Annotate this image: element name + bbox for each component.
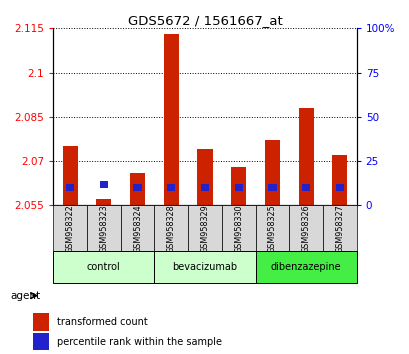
Text: transformed count: transformed count xyxy=(57,317,148,327)
Bar xyxy=(264,141,279,205)
Bar xyxy=(33,313,49,331)
Bar xyxy=(63,146,78,205)
Bar xyxy=(197,149,212,205)
Bar xyxy=(289,205,322,251)
Bar xyxy=(96,199,111,205)
Bar xyxy=(99,181,108,188)
Bar xyxy=(87,205,120,251)
Text: percentile rank within the sample: percentile rank within the sample xyxy=(57,337,222,347)
Text: dibenzazepine: dibenzazepine xyxy=(270,262,341,272)
Bar xyxy=(130,173,145,205)
Bar xyxy=(255,251,356,283)
Text: agent: agent xyxy=(11,291,41,301)
Bar xyxy=(154,251,255,283)
Text: GSM958325: GSM958325 xyxy=(267,204,276,253)
Bar xyxy=(200,184,209,191)
Bar xyxy=(301,184,310,191)
Bar xyxy=(267,184,276,191)
Text: control: control xyxy=(87,262,120,272)
Bar xyxy=(231,167,246,205)
Bar xyxy=(33,333,49,350)
Bar xyxy=(255,205,289,251)
Bar xyxy=(163,34,178,205)
Bar xyxy=(335,184,343,191)
Text: GSM958328: GSM958328 xyxy=(166,204,175,253)
Bar xyxy=(298,108,313,205)
Text: GSM958326: GSM958326 xyxy=(301,204,310,253)
Bar xyxy=(154,205,188,251)
Bar xyxy=(120,205,154,251)
Bar xyxy=(188,205,221,251)
Bar xyxy=(331,155,346,205)
Bar xyxy=(322,205,356,251)
Bar xyxy=(234,184,242,191)
Bar xyxy=(133,184,142,191)
Text: GSM958324: GSM958324 xyxy=(133,204,142,253)
Text: GSM958327: GSM958327 xyxy=(335,204,344,253)
Text: GSM958329: GSM958329 xyxy=(200,204,209,253)
Bar xyxy=(66,184,74,191)
Text: bevacizumab: bevacizumab xyxy=(172,262,237,272)
Bar xyxy=(53,251,154,283)
Bar xyxy=(221,205,255,251)
Text: GSM958322: GSM958322 xyxy=(65,204,74,253)
Text: GSM958323: GSM958323 xyxy=(99,204,108,253)
Bar xyxy=(53,205,87,251)
Bar xyxy=(167,184,175,191)
Title: GDS5672 / 1561667_at: GDS5672 / 1561667_at xyxy=(127,14,282,27)
Text: GSM958330: GSM958330 xyxy=(234,204,243,253)
